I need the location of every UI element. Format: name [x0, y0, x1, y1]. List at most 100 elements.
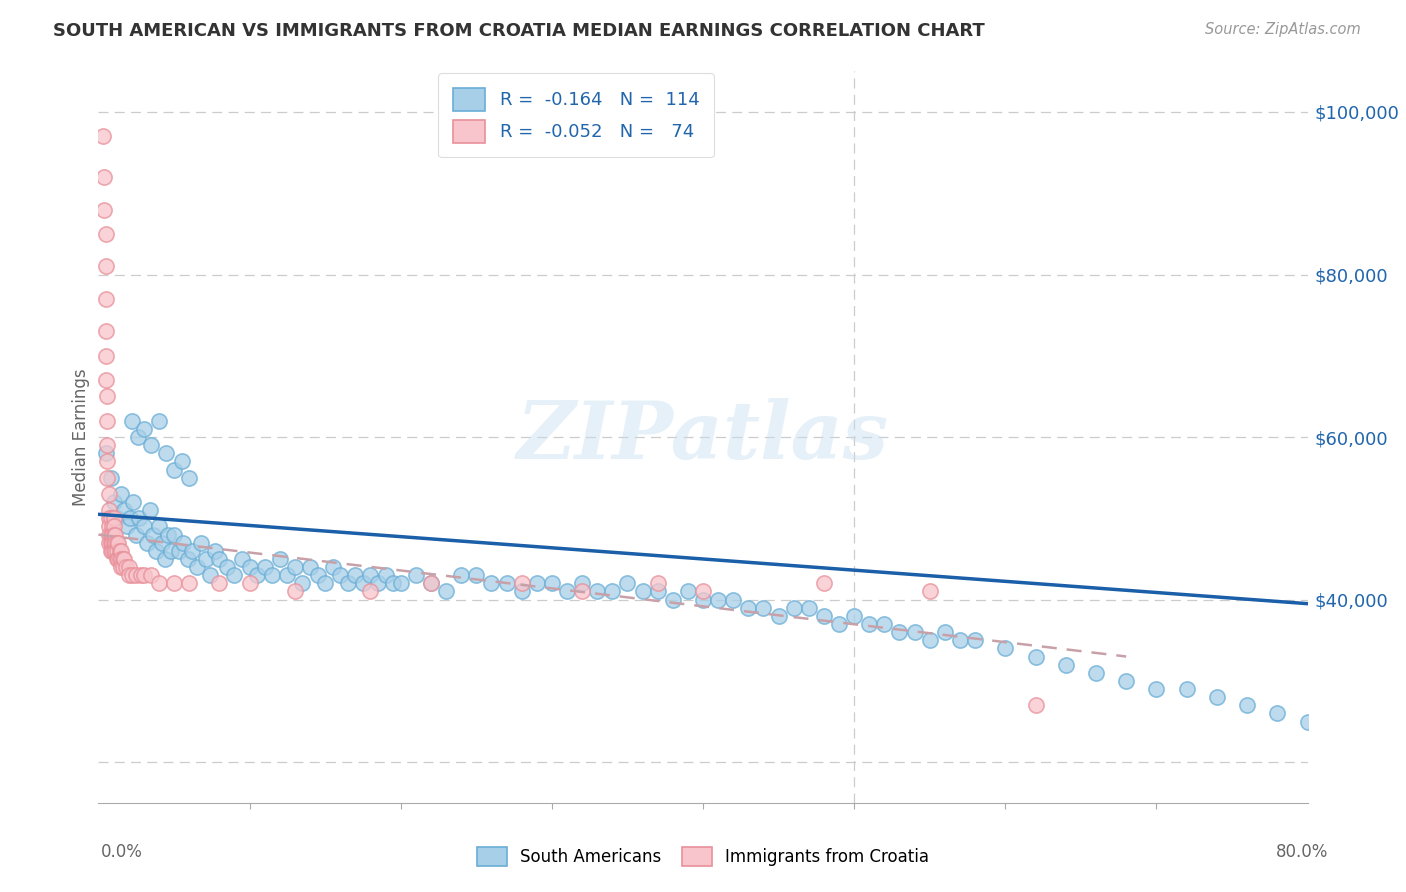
- Point: [150, 535, 173, 549]
- Point: [94, 325, 117, 339]
- Point: [904, 625, 927, 640]
- Point: [111, 560, 134, 574]
- Point: [269, 552, 291, 566]
- Point: [797, 600, 820, 615]
- Point: [122, 495, 145, 509]
- Legend: R =  -0.164   N =  114, R =  -0.052   N =   74: R = -0.164 N = 114, R = -0.052 N = 74: [439, 73, 714, 157]
- Point: [1267, 706, 1289, 721]
- Point: [148, 576, 170, 591]
- Point: [105, 544, 128, 558]
- Point: [1115, 673, 1137, 688]
- Text: SOUTH AMERICAN VS IMMIGRANTS FROM CROATIA MEDIAN EARNINGS CORRELATION CHART: SOUTH AMERICAN VS IMMIGRANTS FROM CROATI…: [53, 22, 986, 40]
- Point: [858, 617, 880, 632]
- Point: [170, 454, 193, 468]
- Point: [163, 462, 186, 476]
- Point: [382, 576, 405, 591]
- Point: [602, 584, 624, 599]
- Point: [139, 503, 162, 517]
- Point: [692, 592, 714, 607]
- Point: [360, 568, 382, 582]
- Point: [707, 592, 730, 607]
- Legend: South Americans, Immigrants from Croatia: South Americans, Immigrants from Croatia: [471, 840, 935, 873]
- Point: [276, 568, 298, 582]
- Point: [163, 576, 186, 591]
- Point: [98, 535, 121, 549]
- Point: [322, 560, 344, 574]
- Point: [647, 584, 669, 599]
- Point: [200, 568, 222, 582]
- Point: [179, 576, 201, 591]
- Point: [1085, 665, 1108, 680]
- Point: [540, 576, 562, 591]
- Point: [100, 535, 122, 549]
- Point: [100, 471, 122, 485]
- Point: [108, 552, 131, 566]
- Point: [129, 568, 152, 582]
- Point: [1296, 714, 1319, 729]
- Point: [108, 544, 131, 558]
- Point: [676, 584, 699, 599]
- Point: [692, 584, 714, 599]
- Text: ZIPatlas: ZIPatlas: [517, 399, 889, 475]
- Point: [555, 584, 578, 599]
- Point: [314, 576, 336, 591]
- Point: [1175, 681, 1198, 696]
- Point: [253, 560, 276, 574]
- Point: [965, 633, 987, 648]
- Point: [176, 552, 198, 566]
- Point: [96, 438, 118, 452]
- Point: [110, 487, 132, 501]
- Point: [1024, 698, 1046, 713]
- Point: [110, 560, 132, 574]
- Point: [105, 511, 128, 525]
- Point: [104, 535, 127, 549]
- Point: [526, 576, 548, 591]
- Point: [91, 129, 114, 144]
- Point: [186, 560, 208, 574]
- Point: [115, 519, 138, 533]
- Point: [284, 584, 307, 599]
- Y-axis label: Median Earnings: Median Earnings: [72, 368, 90, 506]
- Point: [336, 576, 359, 591]
- Point: [107, 535, 129, 549]
- Point: [101, 544, 124, 558]
- Point: [132, 568, 155, 582]
- Point: [94, 446, 117, 460]
- Point: [112, 503, 135, 517]
- Point: [104, 544, 127, 558]
- Point: [128, 511, 150, 525]
- Point: [110, 544, 132, 558]
- Point: [142, 527, 165, 541]
- Point: [647, 576, 669, 591]
- Point: [752, 600, 775, 615]
- Point: [103, 535, 125, 549]
- Point: [104, 527, 127, 541]
- Text: Source: ZipAtlas.com: Source: ZipAtlas.com: [1205, 22, 1361, 37]
- Point: [889, 625, 911, 640]
- Point: [132, 519, 155, 533]
- Point: [374, 568, 396, 582]
- Point: [1054, 657, 1077, 672]
- Point: [94, 260, 117, 274]
- Point: [571, 576, 593, 591]
- Point: [481, 576, 503, 591]
- Point: [1236, 698, 1258, 713]
- Point: [918, 633, 941, 648]
- Point: [145, 544, 167, 558]
- Point: [98, 511, 121, 525]
- Point: [344, 568, 367, 582]
- Point: [103, 527, 125, 541]
- Point: [510, 576, 533, 591]
- Point: [172, 535, 194, 549]
- Point: [465, 568, 488, 582]
- Text: 0.0%: 0.0%: [101, 843, 143, 861]
- Point: [204, 544, 226, 558]
- Point: [141, 568, 163, 582]
- Point: [101, 519, 124, 533]
- Point: [181, 544, 204, 558]
- Point: [132, 422, 155, 436]
- Point: [768, 608, 790, 623]
- Point: [96, 454, 118, 468]
- Point: [994, 641, 1017, 656]
- Point: [98, 519, 121, 533]
